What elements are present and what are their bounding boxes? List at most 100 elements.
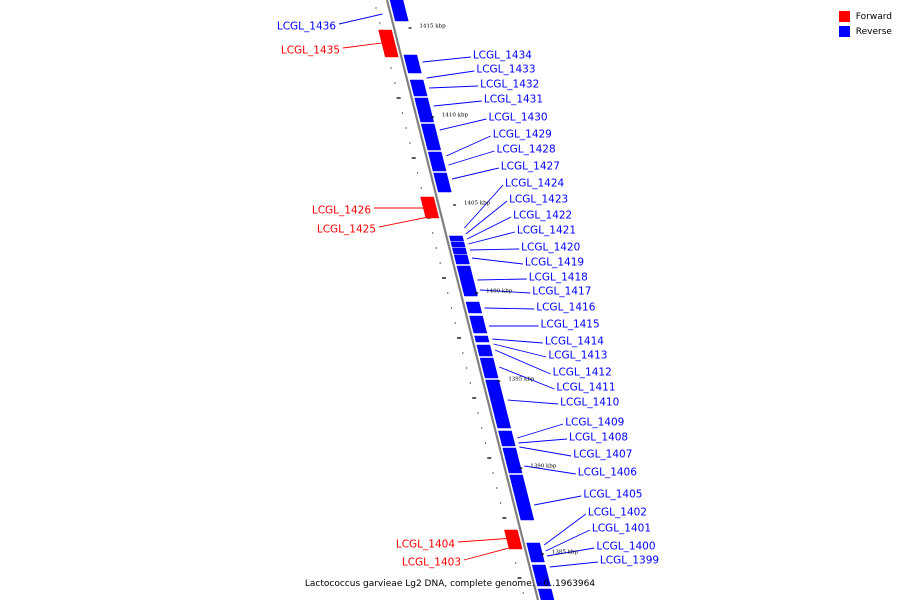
gene-label-lcgl_1431: LCGL_1431 (484, 94, 543, 106)
legend-reverse: Reverse (838, 24, 892, 39)
reverse-gene-block (427, 151, 447, 172)
gene-labels: LCGL_1434 LCGL_1433 LCGL_1432 LCGL_1431 LCGL… (277, 21, 659, 569)
leader-line (468, 231, 515, 245)
gene-label-lcgl_1418: LCGL_1418 (529, 272, 588, 284)
gene-label-lcgl_1419: LCGL_1419 (525, 257, 584, 269)
gene-label-lcgl_1430: LCGL_1430 (488, 112, 547, 124)
reverse-gene-block (479, 357, 499, 379)
leader-line (446, 135, 491, 157)
gene-label-lcgl_1399: LCGL_1399 (600, 555, 659, 567)
forward-swatch (838, 11, 850, 22)
leader-line (493, 343, 547, 358)
gene-label-lcgl_1414: LCGL_1414 (545, 336, 604, 348)
gene-label-lcgl_1429: LCGL_1429 (493, 129, 552, 141)
leader-line (479, 289, 531, 294)
gene-label-lcgl_1421: LCGL_1421 (517, 225, 576, 237)
reverse-gene-block (469, 315, 488, 334)
gene-label-lcgl_1412: LCGL_1412 (553, 367, 612, 379)
reverse-gene-block (389, 0, 409, 22)
leader-line (518, 438, 568, 444)
kbp-label: 1395 kbp (508, 377, 535, 383)
reverse-gene-block (414, 97, 435, 123)
genome-caption: Lactococcus garvieae Lg2 DNA, complete g… (304, 579, 596, 589)
reverse-gene-block (476, 344, 493, 357)
leader-line (338, 13, 383, 25)
gene-label-lcgl_1415: LCGL_1415 (541, 319, 600, 331)
leader-line (466, 216, 512, 240)
gene-label-lcgl_1409: LCGL_1409 (565, 417, 624, 429)
reverse-gene-block (509, 474, 535, 521)
leader-line (426, 70, 475, 79)
gene-label-lcgl_1411: LCGL_1411 (556, 382, 615, 394)
label-leaders (338, 13, 598, 568)
reverse-gene-block (526, 542, 545, 563)
gene-label-lcgl_1408: LCGL_1408 (569, 432, 628, 444)
leader-line (477, 278, 527, 281)
legend: Forward Reverse (838, 9, 892, 39)
gene-label-lcgl_1422: LCGL_1422 (513, 210, 572, 222)
leader-line (524, 465, 576, 475)
gene-label-lcgl_1433: LCGL_1433 (476, 64, 535, 76)
leader-line (519, 446, 572, 457)
gene-label-lcgl_1401: LCGL_1401 (592, 523, 651, 535)
gene-label-lcgl_1426: LCGL_1426 (312, 205, 371, 217)
kbp-label: 1415 kbp (419, 24, 446, 30)
gene-label-lcgl_1405: LCGL_1405 (583, 489, 642, 501)
kbp-label: 1390 kbp (530, 464, 557, 470)
gene-label-lcgl_1424: LCGL_1424 (505, 178, 564, 190)
reverse-gene-block (450, 241, 466, 248)
gene-label-lcgl_1400: LCGL_1400 (596, 541, 655, 553)
leader-line (457, 537, 515, 543)
leader-line (463, 545, 517, 561)
gene-label-lcgl_1434: LCGL_1434 (473, 50, 532, 62)
gene-label-lcgl_1413: LCGL_1413 (548, 350, 607, 362)
genome-axis (385, 0, 540, 600)
kbp-label: 1405 kbp (464, 201, 491, 207)
leader-line (471, 257, 523, 265)
gene-label-lcgl_1423: LCGL_1423 (509, 194, 568, 206)
gene-label-lcgl_1407: LCGL_1407 (573, 449, 632, 461)
gene-label-lcgl_1404: LCGL_1404 (396, 539, 455, 551)
gene-label-lcgl_1416: LCGL_1416 (536, 302, 595, 314)
leader-line (422, 56, 471, 63)
leader-line (469, 248, 520, 251)
reverse-gene-block (502, 447, 523, 474)
leader-line (543, 513, 587, 546)
forward-gene-block (504, 529, 523, 550)
forward-gene-block (420, 196, 440, 219)
gene-label-lcgl_1427: LCGL_1427 (501, 161, 560, 173)
gene-label-lcgl_1417: LCGL_1417 (532, 286, 591, 298)
leader-line (546, 547, 595, 557)
legend-forward-label: Forward (855, 11, 892, 22)
reverse-gene-block (403, 54, 422, 74)
leader-line (342, 41, 390, 49)
gene-label-lcgl_1432: LCGL_1432 (480, 79, 539, 91)
reverse-gene-block (531, 564, 551, 587)
reverse-gene-block (449, 235, 464, 242)
leader-line (545, 529, 591, 552)
reverse-gene-block (474, 335, 490, 343)
gene-label-lcgl_1402: LCGL_1402 (588, 507, 647, 519)
kbp-label: 1385 kbp (552, 550, 579, 556)
leader-line (429, 85, 479, 89)
reverse-swatch (838, 26, 850, 37)
reverse-gene-block (456, 265, 478, 297)
gene-blocks (378, 0, 555, 600)
legend-forward: Forward (838, 9, 892, 24)
gene-label-lcgl_1428: LCGL_1428 (496, 144, 555, 156)
leader-line (484, 307, 535, 310)
leader-line (499, 366, 555, 390)
leader-line (549, 561, 598, 568)
reverse-gene-block (537, 588, 555, 600)
leader-line (507, 399, 559, 405)
leader-line (433, 100, 482, 107)
leader-line (494, 349, 551, 375)
leader-line (448, 150, 495, 166)
reverse-gene-block (485, 379, 512, 429)
gene-label-lcgl_1403: LCGL_1403 (402, 557, 461, 569)
reverse-gene-block (409, 79, 428, 97)
gene-label-lcgl_1425: LCGL_1425 (317, 224, 376, 236)
kbp-label: 1410 kbp (442, 113, 469, 119)
gene-label-lcgl_1410: LCGL_1410 (560, 397, 619, 409)
